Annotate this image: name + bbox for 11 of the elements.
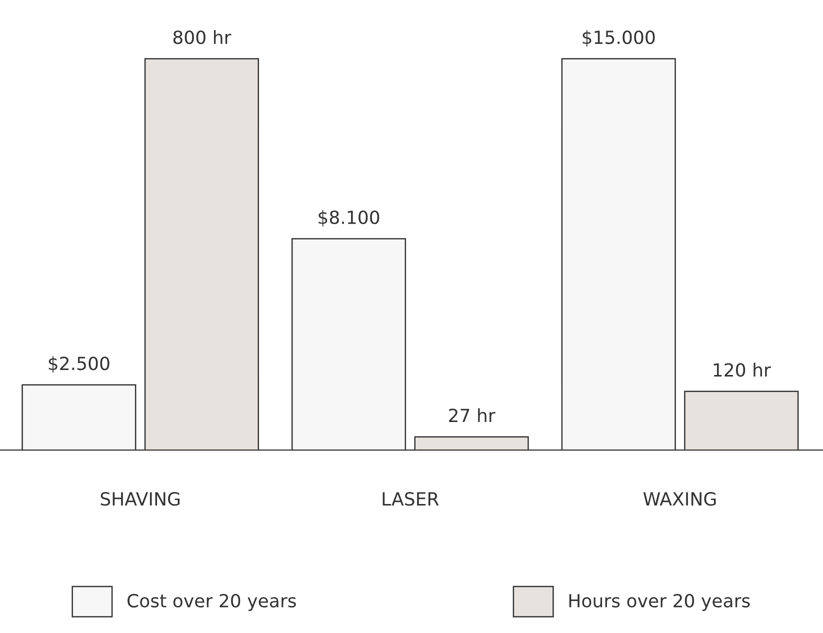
data-label: $2.500 bbox=[48, 356, 110, 373]
x-tick-label: WAXING bbox=[643, 492, 716, 506]
data-label: 800 hr bbox=[173, 30, 232, 44]
data-label: 120 hr bbox=[714, 362, 771, 377]
data-label: 27 hr bbox=[449, 408, 496, 422]
legend-label: Cost over 20 years bbox=[128, 594, 296, 612]
x-tick-label: SHAVING bbox=[100, 492, 180, 506]
data-label: $15.000 bbox=[582, 30, 655, 47]
legend-label: Hours over 20 years bbox=[569, 594, 750, 612]
x-tick-label: LASER bbox=[382, 492, 439, 506]
data-label: $8.100 bbox=[318, 210, 380, 227]
